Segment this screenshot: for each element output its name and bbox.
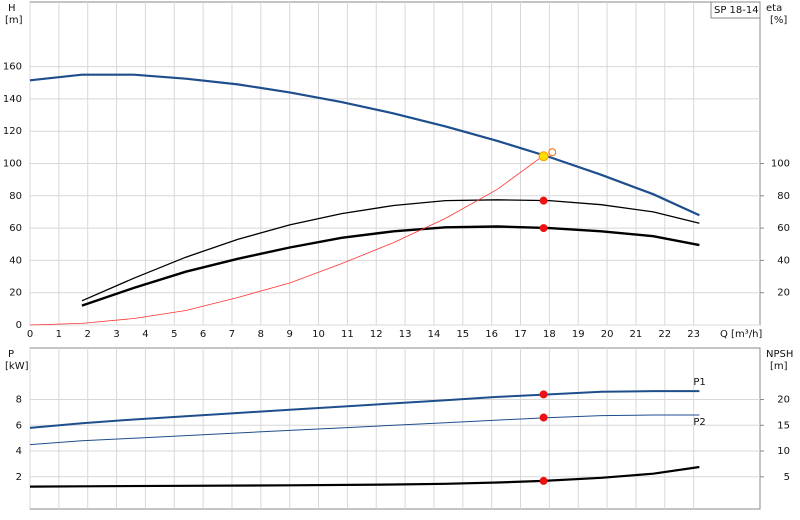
curve — [29, 73, 700, 217]
annotation: SP 18-14 — [714, 5, 759, 16]
y2-tick-label: 80 — [777, 191, 790, 202]
y-tick-label: 100 — [3, 159, 22, 170]
x-tick-label: 2 — [85, 329, 91, 340]
y-tick-label: 20 — [9, 288, 22, 299]
legend-label: P1 — [693, 377, 705, 388]
x-tick-label: 18 — [543, 329, 556, 340]
y-axis-label: P — [8, 349, 14, 360]
curve — [29, 414, 700, 446]
duty-point — [539, 390, 548, 399]
y-tick-label: 40 — [9, 255, 22, 266]
legend-label: P2 — [693, 417, 705, 428]
y-tick-label: 6 — [16, 420, 22, 431]
x-tick-label: 17 — [514, 329, 527, 340]
y2-axis-unit: [m] — [770, 361, 788, 372]
y-axis-unit: [kW] — [5, 361, 29, 372]
x-axis-label: Q [m³/h] — [720, 329, 762, 340]
y-axis-unit: [m] — [5, 15, 23, 26]
duty-point — [539, 413, 548, 422]
y2-tick-label: 20 — [777, 288, 790, 299]
x-tick-label: 4 — [142, 329, 148, 340]
duty-point — [539, 476, 548, 485]
y-axis-label: H — [8, 3, 16, 14]
duty-point — [548, 148, 557, 157]
y2-tick-label: 100 — [771, 159, 790, 170]
y-tick-label: 160 — [3, 62, 22, 73]
y2-axis-unit: [%] — [770, 15, 787, 26]
y-tick-label: 2 — [16, 472, 22, 483]
y-tick-label: 140 — [3, 94, 22, 105]
curve — [81, 199, 700, 302]
curve — [29, 465, 700, 488]
y-tick-label: 60 — [9, 223, 22, 234]
y2-tick-label: 15 — [777, 420, 790, 431]
y-tick-label: 120 — [3, 126, 22, 137]
x-tick-label: 21 — [630, 329, 643, 340]
x-tick-label: 9 — [286, 329, 292, 340]
x-tick-label: 1 — [56, 329, 62, 340]
x-tick-label: 19 — [572, 329, 585, 340]
y2-tick-label: 60 — [777, 223, 790, 234]
y2-axis-label: NPSH — [766, 349, 793, 360]
x-tick-label: 11 — [341, 329, 354, 340]
x-tick-label: 0 — [27, 329, 33, 340]
annotation-box — [710, 1, 761, 19]
x-tick-label: 3 — [113, 329, 119, 340]
x-tick-label: 20 — [601, 329, 614, 340]
curve — [29, 155, 544, 326]
x-tick-label: 7 — [229, 329, 235, 340]
x-tick-label: 12 — [370, 329, 383, 340]
x-tick-label: 23 — [687, 329, 700, 340]
x-tick-label: 8 — [258, 329, 264, 340]
x-tick-label: 16 — [485, 329, 498, 340]
x-tick-label: 10 — [312, 329, 325, 340]
curve — [81, 225, 700, 307]
y2-tick-label: 40 — [777, 255, 790, 266]
y2-tick-label: 20 — [777, 395, 790, 406]
x-tick-label: 14 — [428, 329, 441, 340]
y-tick-label: 8 — [16, 395, 22, 406]
y2-axis-label: eta — [766, 3, 782, 14]
y-tick-label: 4 — [16, 446, 22, 457]
x-tick-label: 15 — [456, 329, 469, 340]
y-tick-label: 80 — [9, 191, 22, 202]
x-tick-label: 22 — [658, 329, 671, 340]
duty-point — [538, 151, 549, 162]
duty-point — [539, 196, 548, 205]
x-tick-label: 13 — [399, 329, 412, 340]
y-tick-label: 0 — [16, 320, 22, 331]
x-tick-label: 5 — [171, 329, 177, 340]
duty-point — [539, 224, 548, 233]
y2-tick-label: 5 — [784, 472, 790, 483]
y2-tick-label: 10 — [777, 446, 790, 457]
curve — [29, 390, 700, 429]
x-tick-label: 6 — [200, 329, 206, 340]
